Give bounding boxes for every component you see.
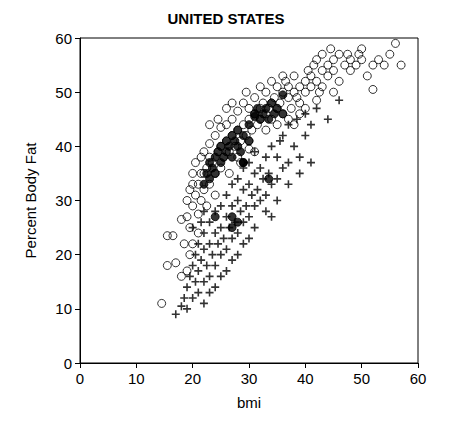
svg-text:20: 20: [55, 246, 72, 263]
svg-text:UNITED STATES: UNITED STATES: [168, 10, 285, 27]
svg-text:10: 10: [55, 300, 72, 317]
svg-text:10: 10: [128, 370, 145, 387]
svg-text:60: 60: [55, 30, 72, 47]
svg-text:40: 40: [55, 138, 72, 155]
svg-text:bmi: bmi: [237, 394, 261, 411]
svg-text:60: 60: [410, 370, 427, 387]
svg-text:40: 40: [297, 370, 314, 387]
svg-text:20: 20: [184, 370, 201, 387]
svg-text:Percent Body Fat: Percent Body Fat: [22, 142, 39, 259]
svg-text:30: 30: [241, 370, 258, 387]
svg-text:0: 0: [76, 370, 84, 387]
svg-text:30: 30: [55, 192, 72, 209]
svg-text:0: 0: [64, 355, 72, 372]
svg-text:50: 50: [353, 370, 370, 387]
svg-text:50: 50: [55, 84, 72, 101]
